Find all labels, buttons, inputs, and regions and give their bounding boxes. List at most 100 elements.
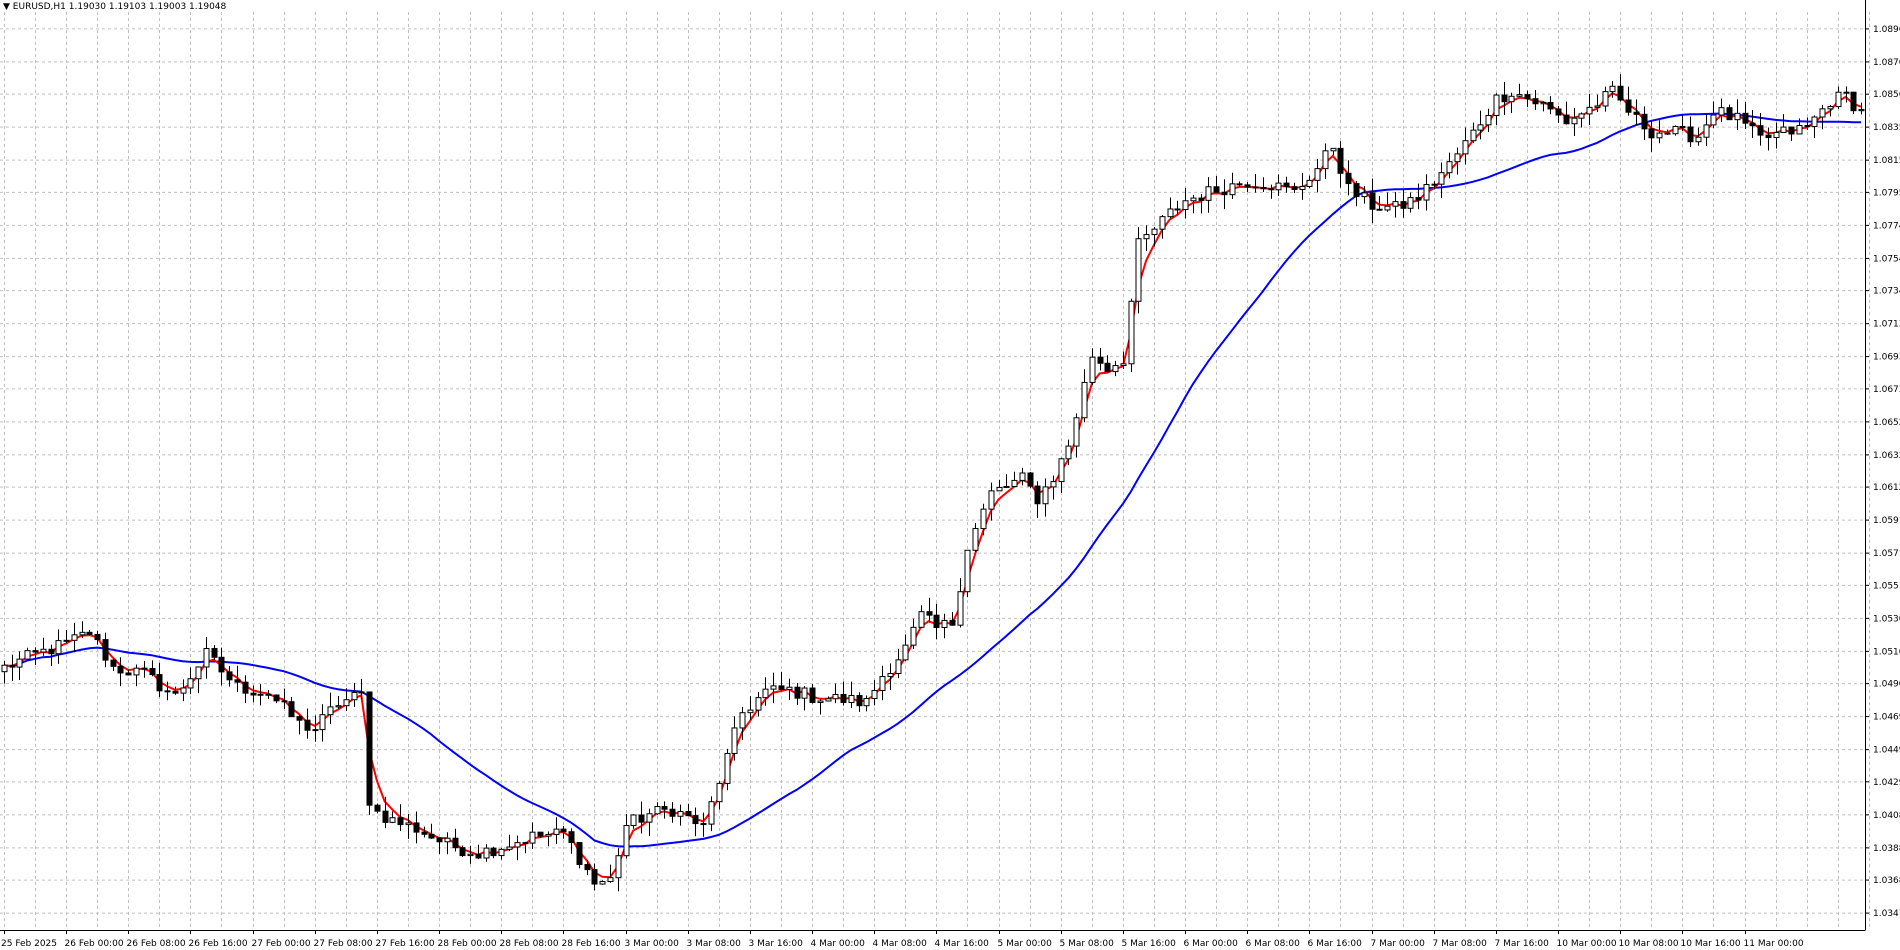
candle-bear <box>794 686 801 699</box>
y-tick-label: 1.04695 <box>1873 713 1900 723</box>
y-tick-label: 1.04490 <box>1873 746 1900 756</box>
candle-bear <box>281 700 288 703</box>
candle-bear <box>234 679 241 683</box>
candle-bear <box>413 822 420 833</box>
candle-bear <box>576 842 583 865</box>
y-tick-label: 1.06525 <box>1873 418 1900 428</box>
x-tick-label: 6 Mar 00:00 <box>1184 939 1239 949</box>
candle-bear <box>1625 99 1632 113</box>
candle-bear <box>1501 94 1508 103</box>
candle-bull <box>895 659 902 675</box>
y-tick-label: 1.08355 <box>1873 123 1900 133</box>
candle-bull <box>514 842 521 848</box>
x-tick-label: 4 Mar 16:00 <box>935 939 990 949</box>
candle-bull <box>630 814 637 826</box>
candle-bull <box>1773 131 1780 139</box>
candle-bull <box>1089 356 1096 383</box>
x-tick-label: 3 Mar 16:00 <box>749 939 804 949</box>
candle-bull <box>1703 124 1710 138</box>
candle-bear <box>669 808 676 817</box>
candle-bull <box>24 650 31 660</box>
candle-bear <box>475 853 482 859</box>
candle-bear <box>1291 186 1298 190</box>
candle-bull <box>887 673 894 678</box>
candle-bull <box>607 877 614 883</box>
x-tick-label: 5 Mar 08:00 <box>1060 939 1115 949</box>
candle-bear <box>86 631 93 635</box>
candle-bull <box>1508 95 1515 103</box>
y-tick-label: 1.07540 <box>1873 254 1900 264</box>
candle-bull <box>825 698 832 702</box>
candle-bull <box>964 549 971 593</box>
candle-bear <box>397 817 404 826</box>
candle-bull <box>1423 184 1430 201</box>
x-tick-label: 7 Mar 16:00 <box>1495 939 1550 949</box>
x-tick-label: 28 Feb 08:00 <box>500 939 559 949</box>
candle-bear <box>809 687 816 703</box>
candle-bull <box>79 631 86 636</box>
candle-bear <box>48 648 55 655</box>
candle-bull <box>335 705 342 708</box>
candle-bear <box>1687 126 1694 143</box>
candle-bear <box>1648 128 1655 139</box>
candle-bull <box>1330 147 1337 152</box>
candle-bull <box>1485 115 1492 126</box>
candle-bull <box>1710 114 1717 126</box>
candle-bull <box>343 699 350 707</box>
candle-bull <box>1011 479 1018 487</box>
x-tick-label: 25 Feb 2025 <box>1 939 57 949</box>
candle-bear <box>164 690 171 693</box>
candle-bear <box>250 692 257 696</box>
candle-bear <box>9 664 16 668</box>
candle-bull <box>389 817 396 823</box>
candle-bull <box>1718 107 1725 116</box>
candle-bull <box>941 619 948 629</box>
candle-bull <box>1073 417 1080 447</box>
candle-bull <box>1672 125 1679 135</box>
candle-bull <box>957 591 964 626</box>
candle-bear <box>436 837 443 843</box>
candle-bull <box>910 626 917 646</box>
y-tick-label: 1.05305 <box>1873 614 1900 624</box>
candle-bull <box>1446 161 1453 174</box>
candle-bull <box>1019 472 1026 481</box>
candle-bear <box>949 619 956 626</box>
candle-bear <box>1633 111 1640 115</box>
x-tick-label: 5 Mar 00:00 <box>998 939 1053 949</box>
candle-bull <box>444 837 451 843</box>
candle-bear <box>1376 208 1383 211</box>
candle-bear <box>366 691 373 806</box>
candle-bull <box>1493 94 1500 117</box>
candle-bull <box>654 806 661 815</box>
candle-bear <box>1532 98 1539 105</box>
candle-bear <box>1742 112 1749 124</box>
candle-bear <box>1260 187 1267 190</box>
candle-bear <box>700 823 707 826</box>
candle-bull <box>1470 129 1477 142</box>
x-tick-label: 28 Feb 16:00 <box>562 939 621 949</box>
x-tick-label: 27 Feb 16:00 <box>376 939 435 949</box>
candle-bear <box>1345 172 1352 185</box>
candle-bull <box>724 752 731 784</box>
chevron-down-icon[interactable]: ▼ <box>3 2 10 12</box>
candle-bull <box>63 639 70 642</box>
candle-bull <box>1042 486 1049 505</box>
candle-bear <box>1641 113 1648 130</box>
candle-bull <box>1182 200 1189 210</box>
candle-bear <box>226 671 233 681</box>
candles <box>1 74 1865 892</box>
candle-bear <box>1337 147 1344 174</box>
candle-bear <box>568 831 575 844</box>
candle-bull <box>739 712 746 729</box>
candle-bull <box>615 855 622 879</box>
candle-bear <box>421 831 428 835</box>
candle-bear <box>102 639 109 661</box>
candle-bear <box>459 847 466 857</box>
x-tick-label: 6 Mar 08:00 <box>1246 939 1301 949</box>
candle-bull <box>1128 300 1135 365</box>
candle-bull <box>1431 183 1438 186</box>
candle-bull <box>1796 124 1803 135</box>
x-tick-label: 4 Mar 08:00 <box>873 939 928 949</box>
x-tick-label: 27 Feb 00:00 <box>252 939 311 949</box>
